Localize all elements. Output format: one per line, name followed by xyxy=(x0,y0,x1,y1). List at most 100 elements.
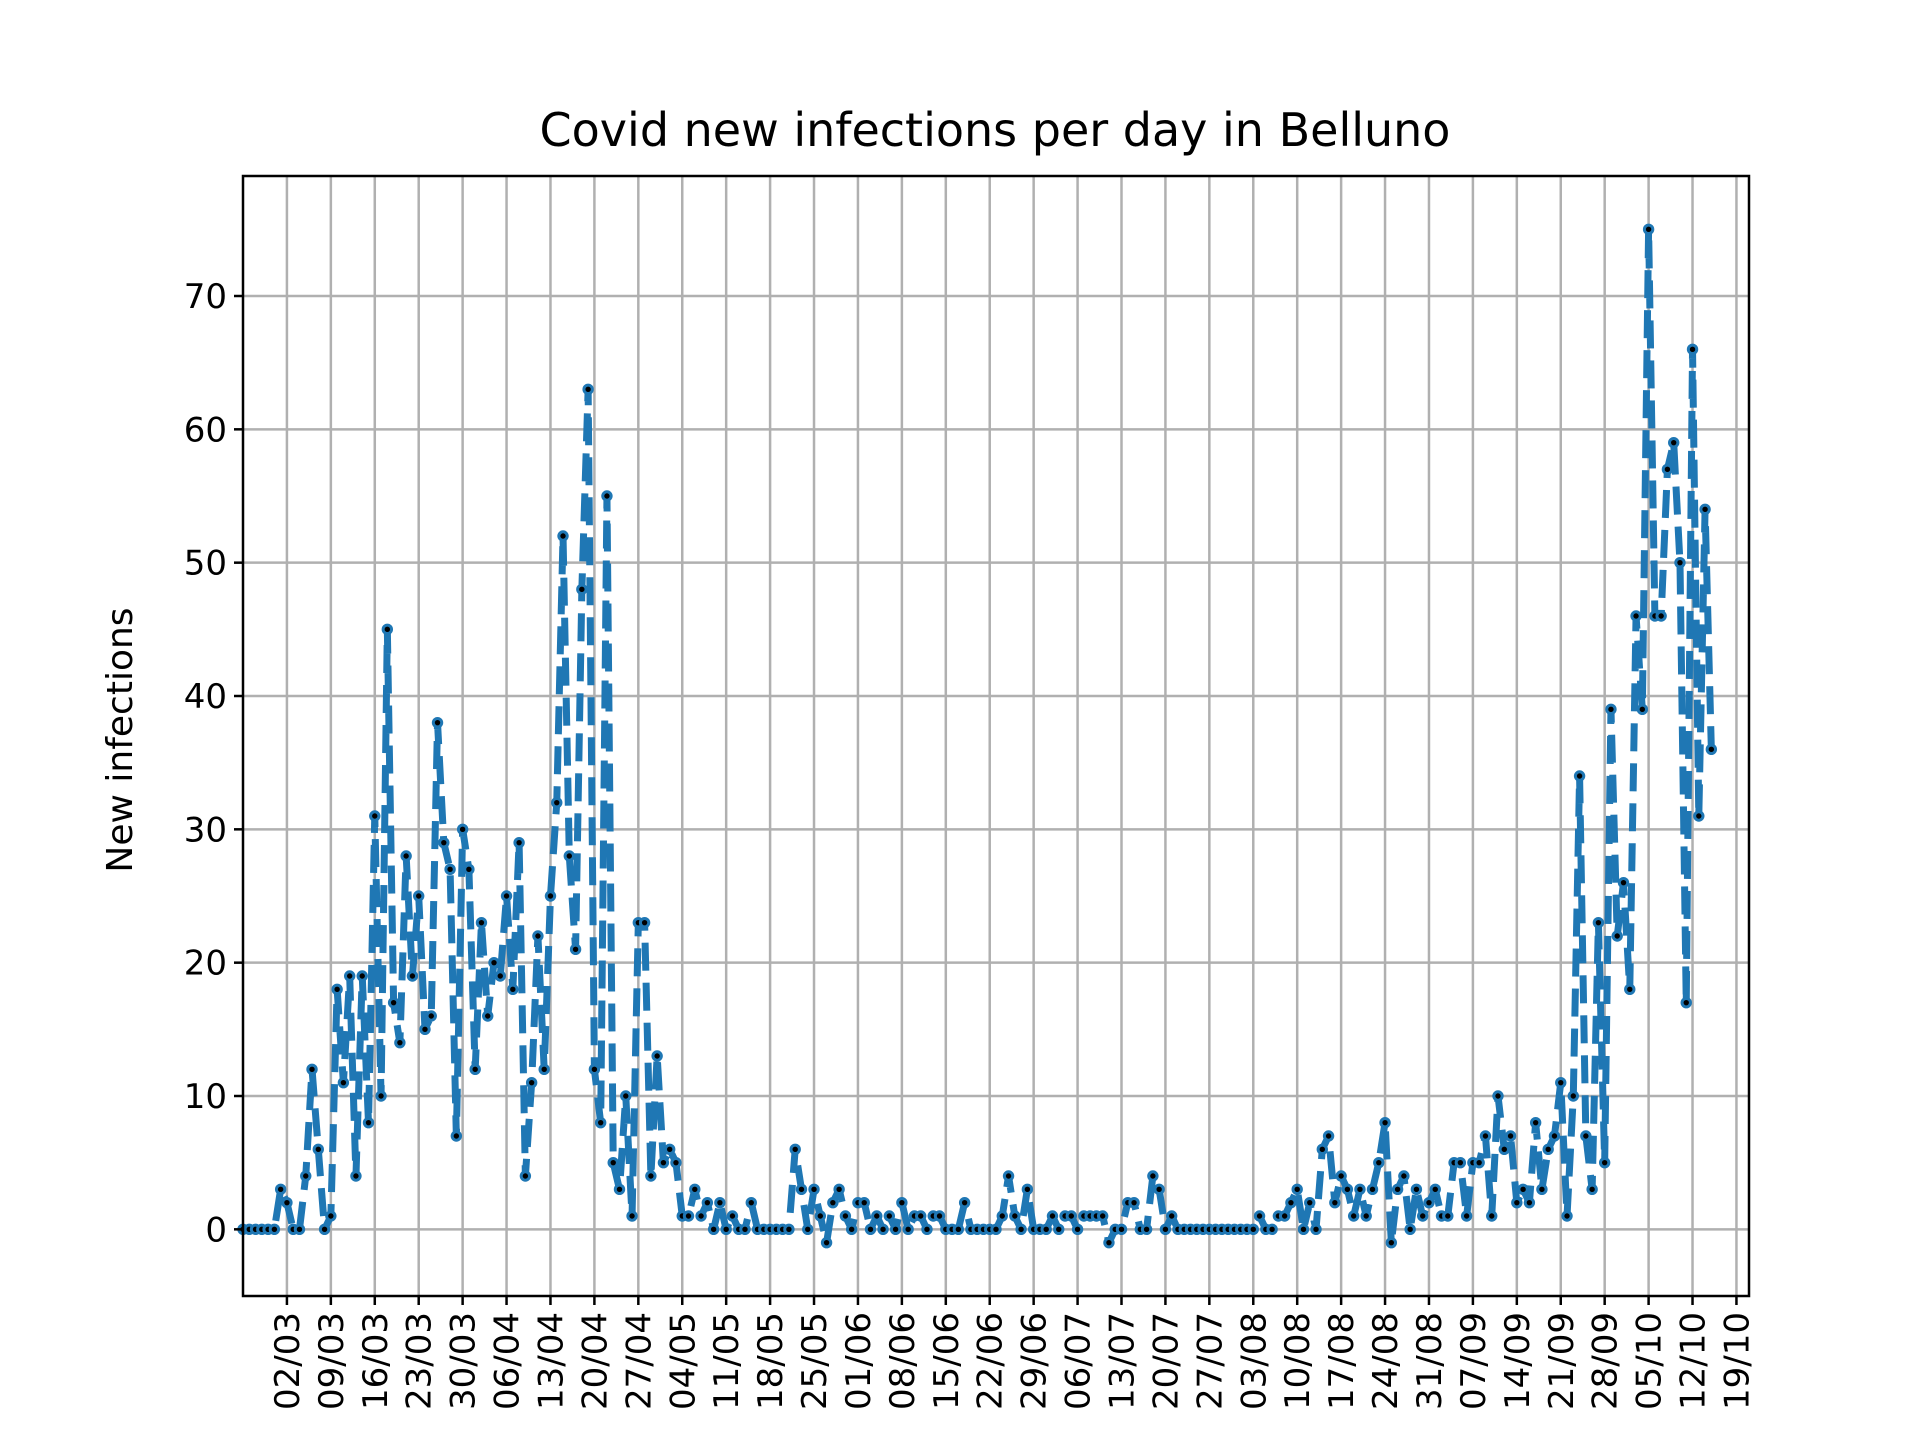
data-point xyxy=(990,1223,1002,1236)
data-point xyxy=(325,1210,337,1222)
data-point xyxy=(933,1210,946,1222)
data-point xyxy=(293,1223,306,1236)
data-point xyxy=(1347,1210,1360,1222)
data-point xyxy=(958,1196,971,1209)
y-tick-label: 50 xyxy=(184,544,227,584)
data-point xyxy=(1705,743,1718,756)
data-point xyxy=(387,996,400,1009)
data-point xyxy=(1021,1183,1034,1196)
data-point xyxy=(588,1063,601,1076)
data-point xyxy=(1373,1156,1385,1169)
data-point xyxy=(1605,703,1617,716)
data-point xyxy=(1391,1183,1404,1196)
data-point xyxy=(456,823,469,836)
data-point xyxy=(996,1210,1008,1222)
data-point xyxy=(1536,1183,1548,1196)
data-point xyxy=(739,1223,751,1236)
data-point xyxy=(827,1196,839,1209)
data-point xyxy=(1115,1223,1128,1236)
x-tick-label: 21/09 xyxy=(1542,1312,1582,1410)
data-point xyxy=(1624,983,1636,996)
data-point xyxy=(1354,1183,1366,1196)
y-axis-label: New infections xyxy=(100,607,141,872)
data-point xyxy=(538,1063,550,1076)
data-point xyxy=(1316,1143,1329,1156)
data-point xyxy=(1473,1156,1485,1169)
y-tick-label: 60 xyxy=(184,410,227,450)
data-point xyxy=(783,1223,795,1236)
data-point xyxy=(1580,1130,1592,1142)
x-tick-label: 04/05 xyxy=(663,1312,703,1410)
data-point xyxy=(915,1210,927,1222)
data-point xyxy=(664,1143,676,1156)
data-point xyxy=(1586,1183,1598,1196)
data-point xyxy=(701,1196,714,1209)
grid-lines xyxy=(243,176,1749,1296)
data-point xyxy=(1529,1116,1542,1129)
data-point xyxy=(1630,610,1642,622)
data-point xyxy=(350,1170,362,1182)
x-tick-label: 24/08 xyxy=(1366,1312,1406,1410)
data-point xyxy=(1096,1210,1109,1222)
data-point xyxy=(1674,556,1686,569)
data-point xyxy=(1617,876,1630,889)
x-tick-label: 31/08 xyxy=(1410,1312,1450,1410)
data-point xyxy=(1479,1130,1492,1142)
x-tick-label: 09/03 xyxy=(312,1312,352,1410)
x-tick-label: 05/10 xyxy=(1630,1312,1670,1410)
x-tick-label: 27/07 xyxy=(1190,1312,1230,1410)
data-point xyxy=(1460,1210,1473,1222)
x-tick-label: 23/03 xyxy=(400,1312,440,1410)
plot-area-frame xyxy=(241,174,1751,1298)
data-point xyxy=(400,850,412,862)
data-point xyxy=(1140,1223,1153,1236)
data-point xyxy=(921,1223,933,1236)
data-point xyxy=(1253,1210,1266,1222)
data-point xyxy=(820,1236,833,1249)
data-point xyxy=(1304,1196,1316,1209)
data-point xyxy=(1071,1223,1084,1236)
data-point xyxy=(450,1130,463,1142)
data-point xyxy=(1404,1223,1416,1236)
data-point xyxy=(582,383,594,396)
data-point xyxy=(896,1196,908,1209)
data-point xyxy=(469,1063,481,1076)
data-point xyxy=(532,930,544,942)
data-point xyxy=(576,583,588,596)
data-point xyxy=(1454,1156,1467,1169)
data-point xyxy=(375,1090,387,1102)
x-tick-label: 14/09 xyxy=(1498,1312,1538,1410)
data-point xyxy=(557,530,569,542)
data-point xyxy=(1053,1223,1065,1236)
data-point xyxy=(1128,1196,1140,1209)
data-point xyxy=(814,1210,826,1222)
data-point xyxy=(1523,1196,1536,1209)
data-point xyxy=(274,1183,287,1196)
x-tick-label: 17/08 xyxy=(1322,1312,1362,1410)
data-point xyxy=(670,1156,682,1169)
data-point xyxy=(369,810,381,822)
data-point xyxy=(613,1183,626,1196)
data-point xyxy=(419,1023,431,1036)
x-tick-label: 15/06 xyxy=(927,1312,967,1410)
data-point xyxy=(362,1116,375,1129)
data-point xyxy=(1360,1210,1372,1222)
data-point xyxy=(638,916,651,929)
data-point xyxy=(594,1116,607,1129)
data-point xyxy=(726,1210,739,1222)
data-point xyxy=(1429,1183,1441,1196)
data-point xyxy=(651,1050,663,1062)
data-point xyxy=(1247,1223,1259,1236)
data-point xyxy=(1329,1196,1341,1209)
x-tick-label: 16/03 xyxy=(356,1312,396,1410)
data-point xyxy=(1517,1183,1529,1196)
data-point xyxy=(1668,436,1680,449)
data-point xyxy=(839,1210,852,1222)
data-point xyxy=(1040,1223,1052,1236)
data-point xyxy=(720,1223,732,1236)
data-point xyxy=(1693,810,1705,822)
data-point xyxy=(877,1223,889,1236)
data-point xyxy=(1423,1196,1435,1209)
y-tick-label: 0 xyxy=(205,1210,227,1250)
data-point xyxy=(833,1183,845,1196)
